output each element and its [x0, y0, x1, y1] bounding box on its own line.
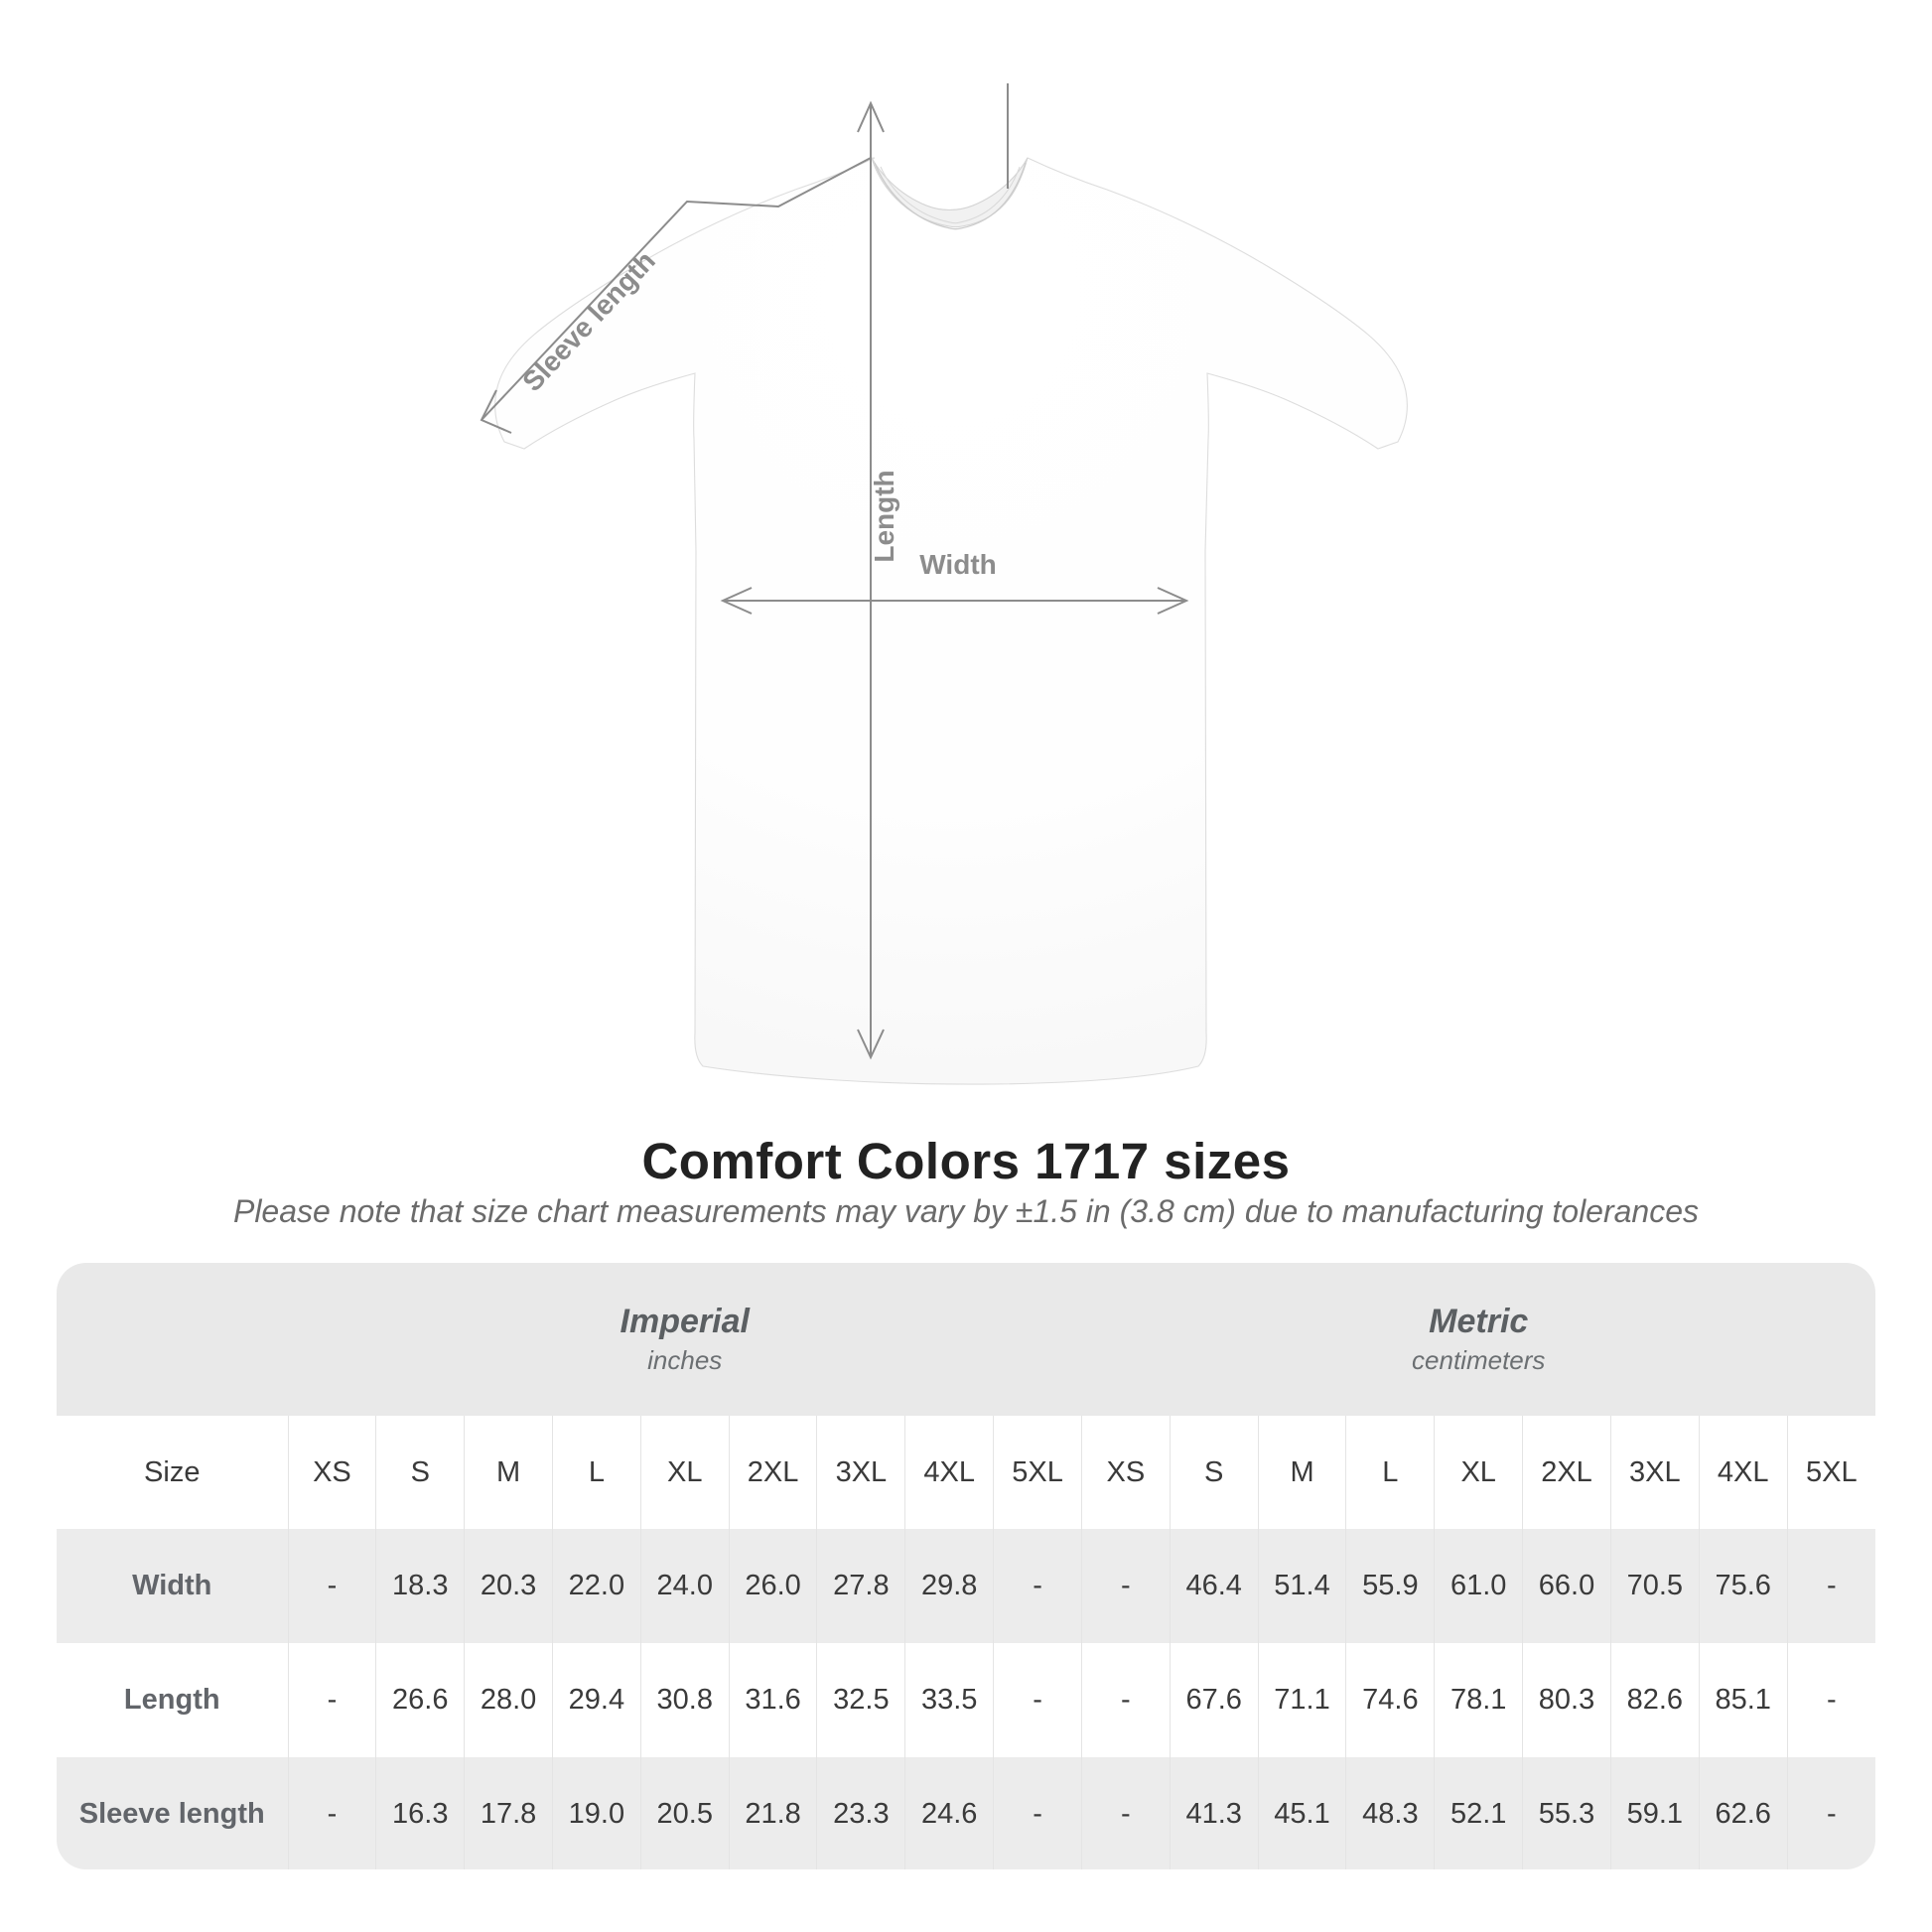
svg-text:Width: Width [919, 549, 997, 580]
svg-text:Length: Length [869, 470, 899, 562]
